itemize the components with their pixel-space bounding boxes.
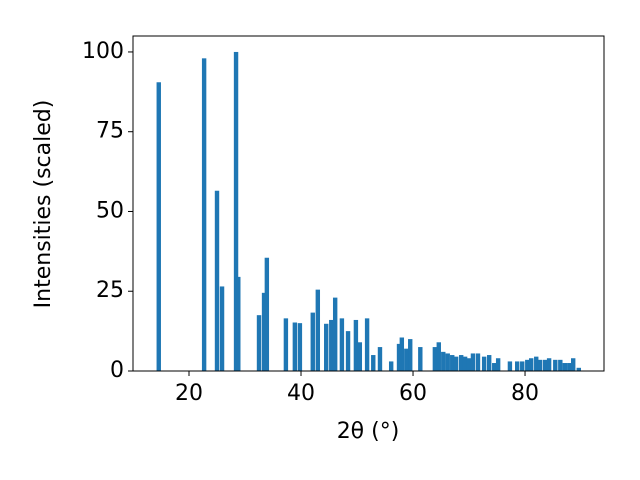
bar [441, 351, 446, 371]
y-tick-label: 75 [96, 119, 124, 144]
bar [324, 323, 329, 371]
bar [315, 289, 321, 371]
bar [542, 359, 548, 371]
bar [495, 358, 501, 371]
bar [345, 331, 351, 371]
bar [534, 356, 539, 371]
bar [233, 51, 239, 371]
bar [567, 363, 572, 371]
bar [445, 353, 450, 371]
y-tick-label: 50 [96, 198, 124, 223]
x-tick-label: 20 [175, 381, 203, 406]
bar [418, 347, 423, 371]
bar [528, 358, 534, 371]
bar [310, 312, 315, 371]
bar [481, 356, 487, 371]
y-tick-label: 0 [110, 358, 124, 383]
bar [553, 359, 558, 371]
bar [570, 358, 576, 371]
bar [475, 353, 481, 371]
bar [261, 292, 267, 371]
bar [201, 58, 207, 371]
y-tick-label: 100 [82, 39, 124, 64]
bar [332, 297, 338, 371]
bar [537, 359, 543, 371]
bar [408, 339, 413, 371]
x-tick-label: 60 [399, 381, 427, 406]
bar [353, 319, 359, 371]
y-axis-label: Intensities (scaled) [31, 100, 56, 309]
bar [339, 318, 345, 371]
bar [377, 347, 383, 371]
bar [507, 361, 513, 371]
y-tick-label: 25 [96, 278, 124, 303]
bar [436, 342, 441, 371]
bar [156, 82, 161, 371]
bar [283, 318, 289, 371]
bar [364, 318, 370, 371]
bar [297, 323, 303, 371]
bar [470, 353, 476, 371]
bar [292, 322, 298, 371]
bar [432, 347, 438, 371]
bar [404, 348, 409, 371]
bar [214, 190, 220, 371]
bar [525, 359, 530, 371]
bar [546, 358, 552, 371]
bar [486, 355, 492, 371]
bar [357, 342, 363, 371]
bar [514, 361, 520, 371]
bar [219, 286, 225, 371]
bar [466, 358, 472, 371]
bar [453, 356, 459, 371]
bar [236, 276, 241, 371]
bar [462, 356, 468, 371]
x-tick-label: 40 [287, 381, 315, 406]
plot-frame [132, 35, 605, 372]
bar [458, 355, 464, 371]
bar [562, 363, 567, 371]
bar [520, 361, 525, 371]
bar [371, 355, 376, 371]
bar [256, 315, 262, 371]
bar [558, 359, 563, 371]
bar [450, 355, 455, 371]
x-axis-label: 2θ (°) [337, 419, 400, 444]
bar [399, 337, 405, 371]
bar [388, 361, 394, 371]
bar [264, 257, 270, 371]
bar [396, 343, 402, 371]
bar [329, 319, 334, 371]
bar [492, 363, 497, 371]
x-tick-label: 80 [511, 381, 539, 406]
bar [576, 367, 581, 371]
